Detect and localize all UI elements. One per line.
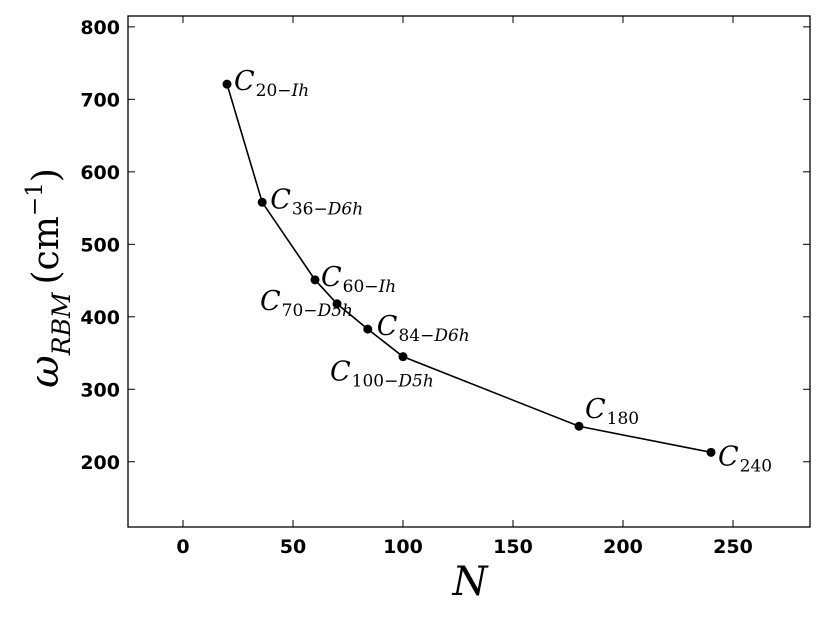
y-tick-label: 500 bbox=[80, 234, 120, 256]
data-point bbox=[332, 299, 342, 309]
y-axis-label-paren-close: ) bbox=[26, 168, 67, 182]
data-label-sub-italic: D5h bbox=[397, 372, 433, 392]
data-label-sub-italic: Ih bbox=[378, 277, 397, 297]
svg-text:ωRBM(cm−1): ωRBM (cm−1) bbox=[22, 168, 76, 388]
data-label-main: C bbox=[321, 262, 342, 293]
data-point bbox=[398, 352, 408, 362]
y-axis-label-unit: cm bbox=[26, 216, 67, 270]
y-tick-label: 800 bbox=[80, 17, 120, 39]
data-label-main: C bbox=[260, 286, 281, 317]
data-label: C240 bbox=[718, 441, 772, 476]
data-label-sub: 240 bbox=[740, 456, 772, 476]
x-axis-label: N bbox=[452, 559, 490, 605]
data-point bbox=[706, 447, 716, 457]
data-label-main: C bbox=[718, 441, 739, 472]
x-tick-label: 150 bbox=[493, 536, 533, 558]
data-label-sub: 36− bbox=[292, 199, 328, 219]
data-label-main: C bbox=[377, 311, 398, 342]
x-tick-label: 200 bbox=[603, 536, 643, 558]
x-tick-label: 0 bbox=[176, 536, 189, 558]
y-tick-label: 400 bbox=[80, 307, 120, 329]
y-axis-label: ωRBM (cm−1) bbox=[22, 168, 76, 388]
data-label: C70−D5h bbox=[260, 286, 353, 321]
data-point bbox=[257, 197, 267, 207]
data-label-sub-italic: Ih bbox=[291, 81, 310, 101]
data-label-sub: 100− bbox=[352, 372, 399, 392]
data-label: C20−Ih bbox=[234, 66, 309, 101]
plot-frame bbox=[127, 15, 811, 528]
y-tick-label: 200 bbox=[80, 452, 120, 474]
x-tick-label: 50 bbox=[280, 536, 306, 558]
data-label-main: C bbox=[330, 357, 351, 388]
series-line bbox=[226, 83, 712, 454]
data-markers bbox=[222, 79, 716, 457]
data-point bbox=[574, 421, 584, 431]
y-tick-label: 300 bbox=[80, 379, 120, 401]
data-label-sub: 180 bbox=[607, 409, 639, 429]
data-label-sub: 84− bbox=[398, 326, 434, 346]
data-label-sub: 70− bbox=[282, 301, 318, 321]
data-label-sub: 60− bbox=[343, 277, 379, 297]
y-axis-label-unit-exponent: −1 bbox=[22, 182, 48, 216]
y-tick-label: 600 bbox=[80, 162, 120, 184]
y-axis-label-paren-open: ( bbox=[26, 270, 67, 284]
data-label-main: C bbox=[270, 184, 291, 215]
data-label-sub: 20− bbox=[256, 81, 292, 101]
y-axis-label-subscript: RBM bbox=[47, 291, 76, 356]
data-label: C84−D6h bbox=[377, 311, 470, 346]
data-label-sub-italic: D6h bbox=[327, 199, 363, 219]
data-label-main: C bbox=[234, 66, 255, 97]
axis-ticks: 0 50 100 150 200 250 200 300 400 500 600 700 800 bbox=[80, 16, 810, 558]
x-tick-label: 250 bbox=[713, 536, 753, 558]
data-label: C60−Ih bbox=[321, 262, 396, 297]
data-label-sub-italic: D6h bbox=[433, 326, 469, 346]
y-tick-label: 700 bbox=[80, 89, 120, 111]
data-point bbox=[222, 79, 232, 89]
x-tick-label: 100 bbox=[383, 536, 423, 558]
data-label: C100−D5h bbox=[330, 357, 434, 392]
data-point bbox=[310, 275, 320, 285]
y-axis-label-symbol: ω bbox=[22, 355, 68, 388]
data-label: C180 bbox=[585, 394, 639, 429]
data-point bbox=[363, 324, 373, 334]
data-label-main: C bbox=[585, 394, 606, 425]
data-label-sub-italic: D5h bbox=[317, 301, 353, 321]
data-label: C36−D6h bbox=[270, 184, 363, 219]
data-labels: C20−IhC36−D6hC60−IhC70−D5hC84−D6hC100−D5… bbox=[234, 66, 772, 476]
